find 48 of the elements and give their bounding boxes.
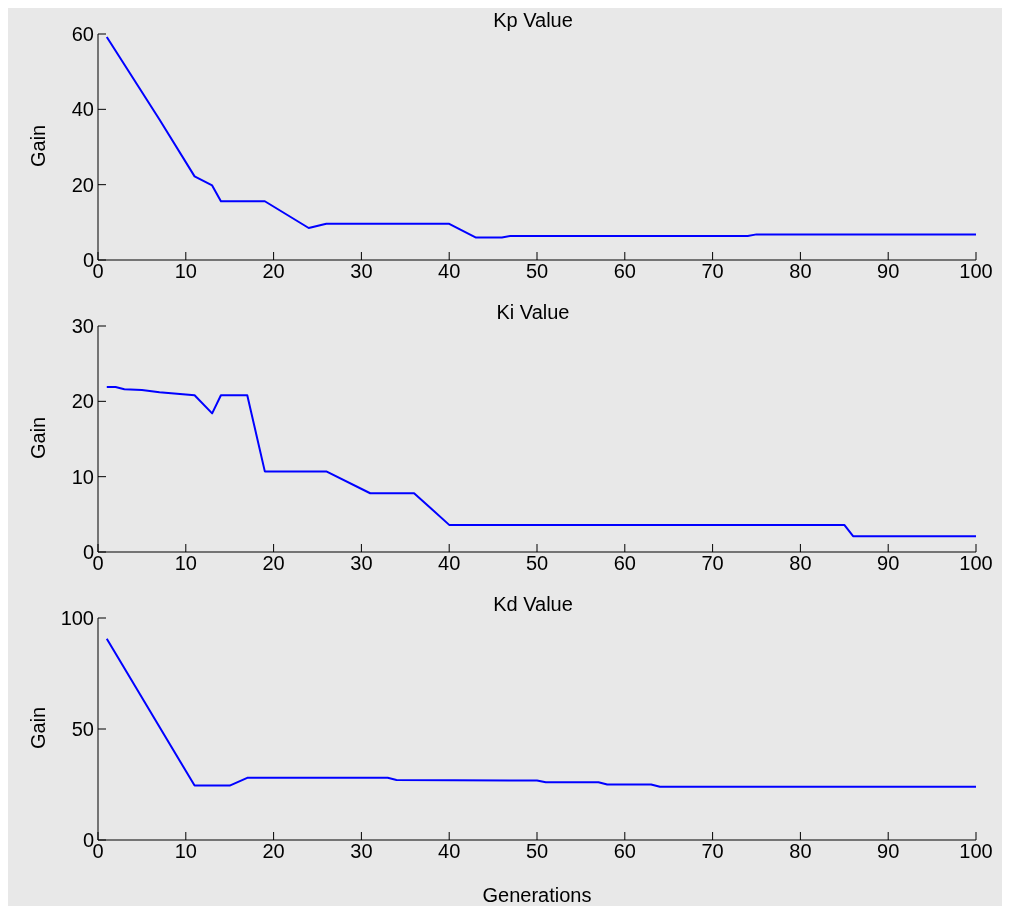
x-tick-label: 30 bbox=[350, 552, 373, 575]
x-tick-label: 60 bbox=[613, 552, 636, 575]
x-tick-label: 40 bbox=[438, 552, 461, 575]
x-tick-label: 50 bbox=[525, 840, 549, 863]
x-tick-label: 30 bbox=[350, 260, 373, 283]
x-tick-label: 60 bbox=[613, 840, 636, 863]
line-series bbox=[105, 386, 976, 538]
x-tick-label: 40 bbox=[438, 840, 461, 863]
x-tick-label: 70 bbox=[701, 840, 724, 863]
x-tick-label: 80 bbox=[789, 260, 812, 283]
line-series bbox=[105, 637, 976, 788]
x-tick-label: 100 bbox=[959, 260, 993, 283]
x-tick-label: 20 bbox=[262, 552, 285, 575]
x-tick-label: 70 bbox=[701, 552, 724, 575]
y-tick-label: 60 bbox=[71, 23, 94, 46]
y-tick-label: 30 bbox=[71, 315, 94, 338]
chart-title: Kp Value bbox=[493, 9, 573, 31]
line-series bbox=[105, 36, 976, 239]
x-tick-label: 80 bbox=[789, 840, 812, 863]
x-tick-label: 60 bbox=[613, 260, 636, 283]
y-tick-label: 20 bbox=[71, 173, 94, 196]
x-tick-label: 100 bbox=[959, 840, 993, 863]
x-tick-label: 90 bbox=[877, 840, 900, 863]
x-tick-label: 30 bbox=[350, 840, 373, 863]
x-tick-label: 10 bbox=[174, 260, 197, 283]
x-tick-label: 100 bbox=[959, 552, 993, 575]
x-tick-label: 80 bbox=[789, 552, 812, 575]
y-axis-title: Gain bbox=[27, 706, 50, 749]
y-tick-label: 50 bbox=[71, 718, 94, 741]
y-tick-label: 100 bbox=[60, 607, 94, 630]
x-tick-label: 90 bbox=[877, 552, 900, 575]
x-tick-label: 20 bbox=[262, 840, 285, 863]
y-axis-title: Gain bbox=[27, 124, 50, 167]
x-tick-label: 10 bbox=[174, 552, 197, 575]
chart-title: Ki Value bbox=[496, 301, 570, 323]
y-tick-label: 20 bbox=[71, 390, 94, 413]
x-tick-label: 50 bbox=[525, 260, 549, 283]
x-tick-label: 70 bbox=[701, 260, 724, 283]
x-tick-label: 90 bbox=[877, 260, 900, 283]
x-tick-label: 50 bbox=[525, 552, 549, 575]
y-axis-title: Gain bbox=[27, 416, 50, 459]
x-tick-label: 10 bbox=[174, 840, 197, 863]
x-tick-label: 20 bbox=[262, 260, 285, 283]
chart-title: Kd Value bbox=[493, 593, 573, 615]
x-axis-title: Generations bbox=[482, 884, 592, 906]
y-tick-label: 40 bbox=[71, 98, 94, 121]
x-tick-label: 40 bbox=[438, 260, 461, 283]
y-tick-label: 10 bbox=[71, 465, 94, 488]
